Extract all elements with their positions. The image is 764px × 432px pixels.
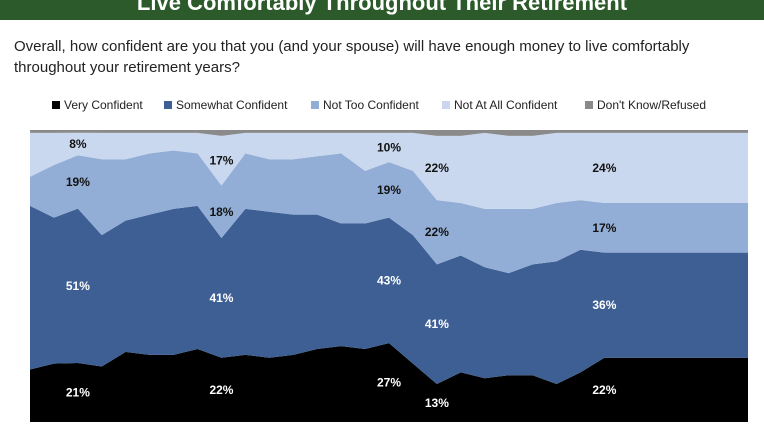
survey-question: Overall, how confident are you that you …: [14, 38, 690, 76]
data-label: 51%: [66, 279, 90, 293]
data-label: 22%: [209, 383, 233, 397]
legend-label: Very Confident: [64, 98, 143, 112]
area-series-0: [30, 343, 748, 422]
data-label: 19%: [66, 175, 90, 189]
data-label: 8%: [69, 137, 87, 151]
legend-label: Not Too Confident: [323, 98, 419, 112]
legend-label: Don't Know/Refused: [597, 98, 707, 112]
legend-label: Not At All Confident: [454, 98, 558, 112]
data-label: 13%: [425, 396, 449, 410]
legend-swatch: [311, 101, 319, 109]
data-label: 41%: [209, 291, 233, 305]
data-label: 24%: [592, 161, 616, 175]
data-label: 18%: [209, 205, 233, 219]
legend-swatch: [442, 101, 450, 109]
data-label: 10%: [377, 141, 401, 155]
data-label: 36%: [592, 298, 616, 312]
legend-label: Somewhat Confident: [176, 98, 288, 112]
data-label: 43%: [377, 273, 401, 287]
area-layer: [30, 130, 748, 422]
data-label: 19%: [377, 183, 401, 197]
chart-legend: Very Confident Somewhat Confident Not Too …: [0, 96, 764, 114]
legend-item-2: Not Too Confident: [311, 96, 419, 114]
area-series-3: [30, 132, 748, 209]
area-series-1: [30, 205, 748, 385]
data-label: 17%: [209, 154, 233, 168]
data-label: 27%: [377, 376, 401, 390]
banner-title: Live Comfortably Throughout Their Retire…: [136, 0, 628, 15]
area-series-2: [30, 150, 748, 274]
label-layer: 21% 22% 27% 13% 22% 51% 41% 43% 41% 36% 19% 18% 19% 2…: [66, 137, 617, 410]
data-label: 22%: [425, 225, 449, 239]
legend-swatch: [164, 101, 172, 109]
legend-item-4: Don't Know/Refused: [585, 96, 706, 114]
data-label: 17%: [592, 221, 616, 235]
title-banner: Live Comfortably Throughout Their Retire…: [0, 0, 764, 20]
area-series-4: [30, 130, 748, 136]
legend-swatch: [52, 101, 60, 109]
legend-item-1: Somewhat Confident: [164, 96, 287, 114]
data-label: 41%: [425, 317, 449, 331]
legend-item-3: Not At All Confident: [442, 96, 557, 114]
data-label: 22%: [425, 161, 449, 175]
legend-item-0: Very Confident: [52, 96, 143, 114]
legend-swatch: [585, 101, 593, 109]
data-label: 22%: [592, 383, 616, 397]
data-label: 21%: [66, 386, 90, 400]
